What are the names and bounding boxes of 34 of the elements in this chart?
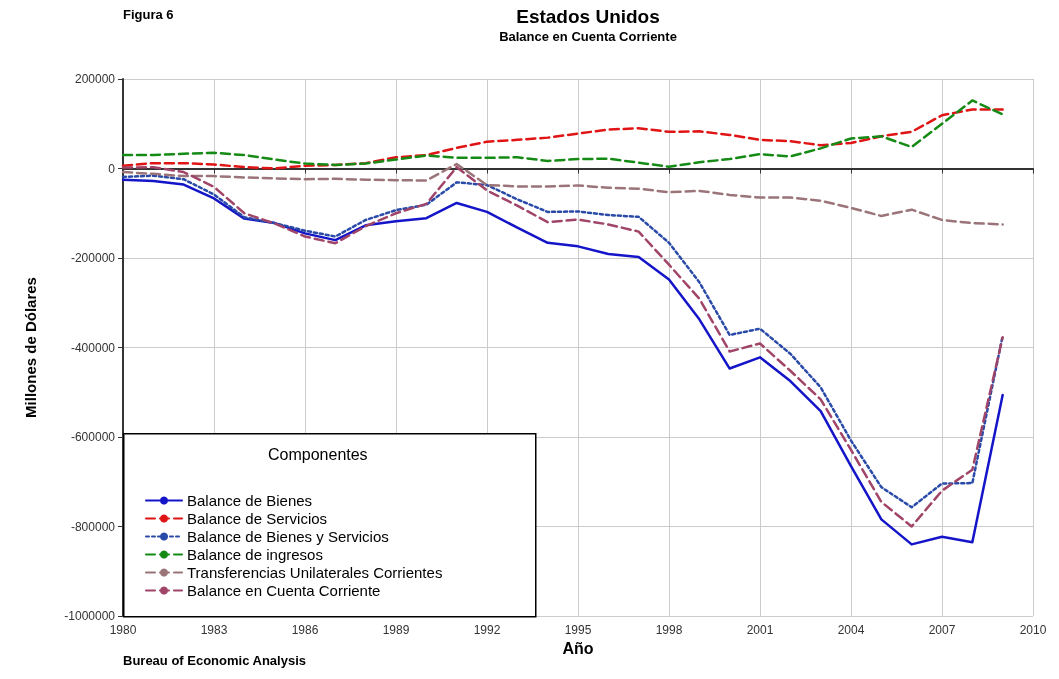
x-tick-label: 2004 [837,623,865,637]
legend-title: Componentes [268,445,368,463]
legend-label: Balance de Bienes y Servicios [187,528,389,545]
y-axis-title: Millones de Dólares [22,277,39,418]
chart-subtitle: Balance en Cuenta Corriente [499,29,677,44]
legend-label: Transferencias Unilaterales Corrientes [187,564,443,581]
legend-label: Balance de Bienes [187,492,313,509]
line-series [121,162,1004,226]
legend-label: Balance de ingresos [187,546,323,563]
x-axis-title: Año [562,640,594,658]
x-tick-label: 1995 [564,623,592,637]
x-tick-label: 1983 [200,623,228,637]
text: Bureau of Economic Analysis [123,653,307,668]
legend-label: Balance en Cuenta Corriente [187,582,381,599]
y-tick-label: 0 [108,161,116,176]
y-tick-label: -600000 [70,430,116,444]
y-tick-label: -800000 [70,519,116,534]
x-tick-label: 1992 [473,623,501,637]
text: Figura 6 [123,7,174,22]
line-series [121,99,1004,168]
x-tick-label: 1989 [382,623,410,637]
y-tick-label: -200000 [70,251,116,265]
legend-label: Balance de Servicios [187,510,328,527]
y-tick-label: -1000000 [64,609,116,623]
y-tick-label: 200000 [74,72,116,86]
x-tick-label: 2007 [928,623,956,637]
x-tick-label: 1986 [291,623,319,637]
chart-title: Estados Unidos [516,6,660,27]
x-tick-label: 2010 [1019,623,1047,637]
x-tick-label: 2001 [746,623,774,637]
y-tick-label: -400000 [70,340,116,355]
line-series [121,108,1004,170]
x-tick-label: 1980 [109,623,137,637]
x-tick-label: 1998 [655,623,683,637]
